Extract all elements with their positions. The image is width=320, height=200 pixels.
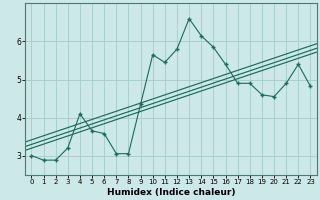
X-axis label: Humidex (Indice chaleur): Humidex (Indice chaleur) [107, 188, 235, 197]
